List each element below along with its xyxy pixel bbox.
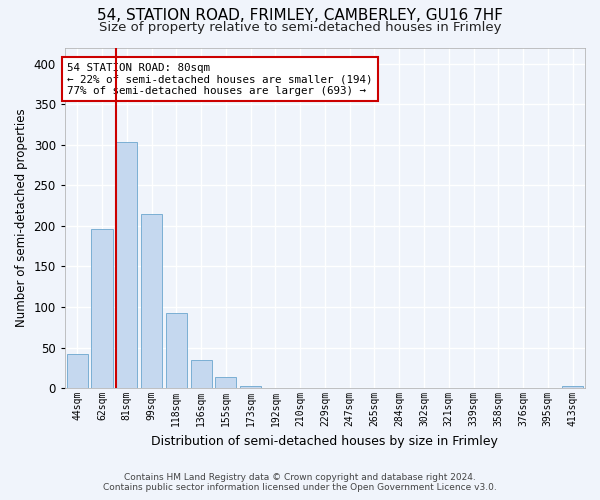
Text: 54 STATION ROAD: 80sqm
← 22% of semi-detached houses are smaller (194)
77% of se: 54 STATION ROAD: 80sqm ← 22% of semi-det… — [67, 63, 373, 96]
Bar — [240, 386, 261, 388]
Bar — [141, 214, 162, 388]
Bar — [191, 360, 212, 388]
Bar — [215, 377, 236, 388]
X-axis label: Distribution of semi-detached houses by size in Frimley: Distribution of semi-detached houses by … — [151, 434, 499, 448]
Text: Size of property relative to semi-detached houses in Frimley: Size of property relative to semi-detach… — [99, 21, 501, 34]
Bar — [67, 354, 88, 388]
Text: 54, STATION ROAD, FRIMLEY, CAMBERLEY, GU16 7HF: 54, STATION ROAD, FRIMLEY, CAMBERLEY, GU… — [97, 8, 503, 22]
Text: Contains HM Land Registry data © Crown copyright and database right 2024.
Contai: Contains HM Land Registry data © Crown c… — [103, 473, 497, 492]
Bar — [562, 386, 583, 388]
Bar — [116, 142, 137, 388]
Bar — [91, 229, 113, 388]
Bar — [166, 312, 187, 388]
Y-axis label: Number of semi-detached properties: Number of semi-detached properties — [15, 108, 28, 327]
